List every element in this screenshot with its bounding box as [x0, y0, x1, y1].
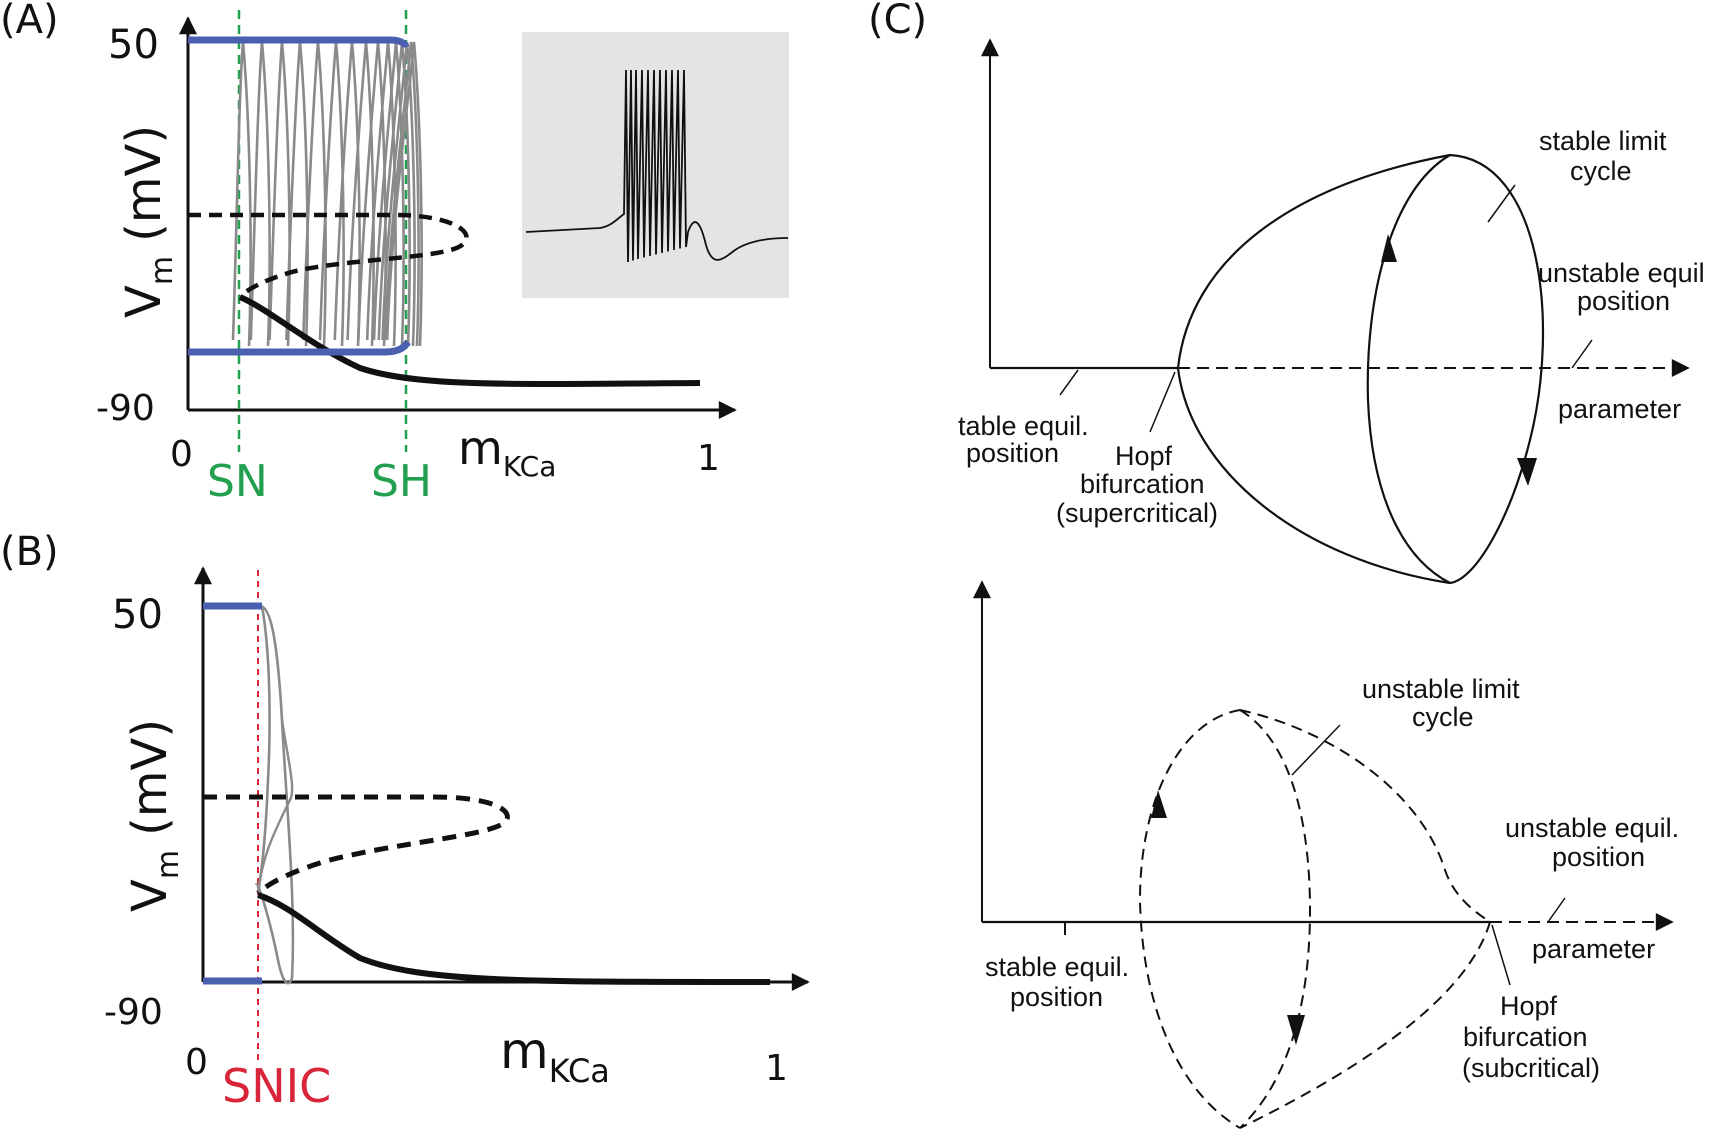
sh-label: SH [371, 456, 432, 507]
panel-b-xtick-right: 1 [765, 1048, 788, 1089]
panel-b: (B) 50 -90 0 1 Vm(mV) mKCa SNIC [0, 529, 810, 1113]
c-top-parameter: parameter [1558, 394, 1681, 424]
c-top-pointer-unstable [1571, 339, 1593, 369]
c-top-limit-cycle-back [1366, 154, 1451, 584]
panel-a-orbit [318, 41, 345, 347]
panel-b-xlabel: mKCa [500, 1022, 610, 1090]
c-bot-cycle-arrow-up [1151, 790, 1167, 818]
c-bot-unstable-limit-1: unstable limit [1362, 674, 1520, 704]
panel-a-ytick-bottom: -90 [96, 388, 155, 429]
panel-b-orbit-2 [256, 605, 271, 894]
c-top-unstable-equil-1: unstable equil [1538, 258, 1705, 288]
c-top-stable-equil-1: table equil. [958, 411, 1089, 441]
c-bot-stable-equil-2: position [1010, 982, 1103, 1012]
c-top-hopf-1: Hopf [1115, 441, 1173, 471]
panel-a-inset-spike-trace [525, 69, 789, 263]
panel-a-cycle-min [188, 339, 411, 356]
c-top-hopf-3: (supercritical) [1056, 498, 1218, 528]
panel-b-stable-branch [257, 892, 771, 985]
c-bot-hopf-1: Hopf [1500, 991, 1558, 1021]
panel-c-supercritical: stable limit cycle unstable equil positi… [958, 38, 1705, 585]
c-bot-pointer-limit [1291, 724, 1341, 776]
panel-b-ylabel: Vm(mV) [122, 719, 186, 912]
panel-a-label: (A) [0, 0, 59, 43]
panel-a-limit-cycle-orbits [231, 41, 423, 347]
panel-a-xtick-left: 0 [170, 434, 193, 475]
panel-a-orbit [384, 41, 420, 347]
panel-a-cycle-max [188, 36, 410, 49]
c-top-pointer-hopf [1149, 371, 1176, 433]
c-top-envelope-lower [1176, 367, 1451, 585]
c-bot-parameter: parameter [1532, 934, 1655, 964]
panel-b-label: (B) [0, 529, 59, 575]
panel-b-xtick-left: 0 [185, 1042, 208, 1083]
inset-voltage-trace [525, 69, 789, 263]
c-top-stable-equil-2: position [966, 438, 1059, 468]
panel-c: (C) stable limit cycle unstable equil po… [868, 0, 1705, 1129]
c-top-cycle-arrow-up [1381, 234, 1397, 262]
c-top-stable-limit-1: stable limit [1539, 126, 1667, 156]
panel-c-label: (C) [868, 0, 927, 43]
sn-label: SN [207, 456, 268, 507]
panel-b-unstable-branch [203, 794, 510, 895]
c-top-envelope-upper [1176, 153, 1451, 369]
snic-label: SNIC [222, 1059, 331, 1113]
c-bot-unstable-limit-cycle [1138, 709, 1491, 1129]
c-top-pointer-limit [1487, 184, 1516, 223]
c-bot-unstable-equil-1: unstable equil. [1505, 813, 1679, 843]
panel-a-orbit [385, 41, 423, 347]
c-bot-unstable-equil-2: position [1552, 842, 1645, 872]
c-top-limit-cycle-front [1449, 153, 1545, 585]
panel-a-ytick-top: 50 [108, 22, 159, 68]
panel-b-orbit-3 [256, 719, 294, 894]
panel-a-ylabel: Vm(mV) [116, 125, 180, 318]
c-top-hopf-2: bifurcation [1080, 469, 1205, 499]
panel-a-stable-branch [238, 294, 701, 387]
panel-a: (A) 50 -90 0 1 Vm(mV) mKCa SN SH [0, 0, 789, 507]
c-bot-pointer-unstable [1547, 897, 1566, 923]
c-bot-hopf-3: (subcritical) [1462, 1053, 1600, 1083]
c-top-stable-limit-2: cycle [1570, 156, 1632, 186]
panel-b-ytick-bottom: -90 [104, 992, 163, 1033]
c-bot-stable-equil-1: stable equil. [985, 952, 1129, 982]
panel-a-orbit [249, 41, 271, 347]
c-bot-cycle-arrow-down [1287, 1015, 1305, 1045]
panel-b-ytick-top: 50 [112, 592, 163, 638]
panel-a-xtick-right: 1 [697, 438, 720, 479]
c-bot-pointer-hopf [1491, 924, 1511, 986]
c-top-pointer-stable [1059, 369, 1079, 396]
c-bot-hopf-2: bifurcation [1463, 1022, 1588, 1052]
c-bot-unstable-limit-2: cycle [1412, 702, 1474, 732]
c-top-cycle-arrow-down [1517, 458, 1537, 486]
c-top-unstable-equil-2: position [1577, 286, 1670, 316]
panel-a-unstable-branch [188, 212, 469, 298]
panel-a-xlabel: mKCa [458, 421, 556, 483]
panel-c-subcritical: unstable limit cycle unstable equil. pos… [973, 580, 1679, 1129]
